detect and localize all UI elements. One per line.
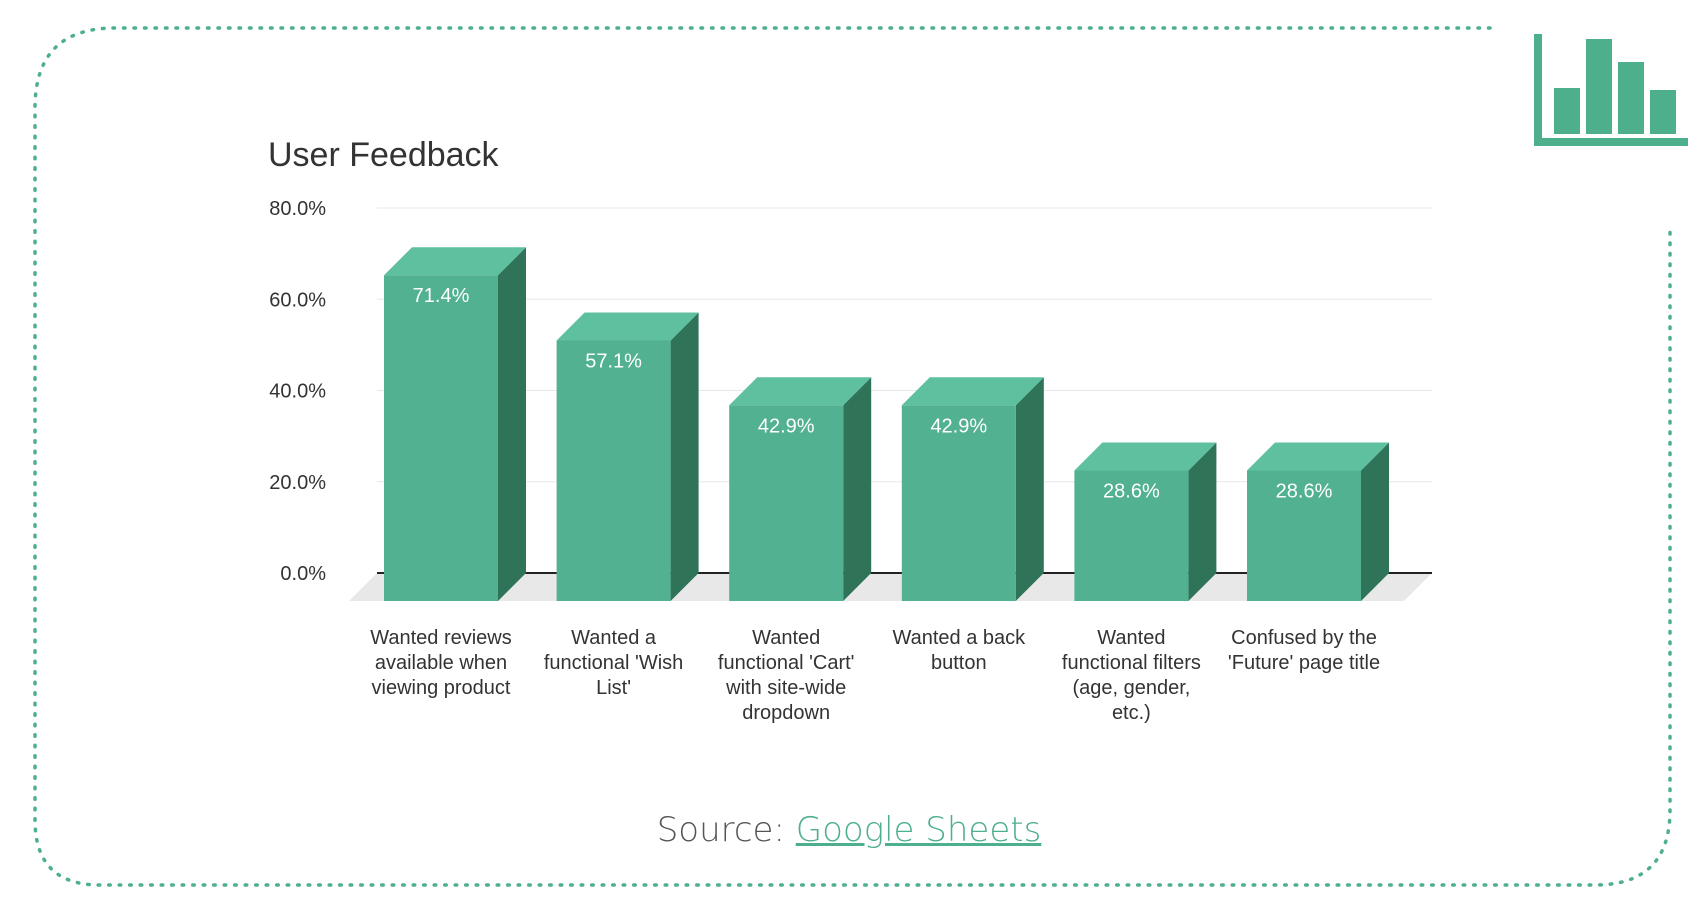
bar: 28.6% [1247,442,1389,601]
x-tick-label: Wanted a back button [892,627,1026,674]
bar-top [729,377,872,406]
x-tick-label-line: viewing product [372,677,511,699]
bar-front [901,405,1016,601]
bar-front [1074,470,1189,601]
x-tick-label-line: button [931,652,987,674]
x-tick-label: Wanted functional 'Cart' with site-wide dro… [718,627,855,724]
x-tick-label-line: functional 'Wish [544,652,683,674]
bar: 42.9% [901,377,1044,601]
x-tick-label-line: Wanted reviews [370,627,512,649]
data-label: 42.9% [758,415,815,437]
source-prefix: Source: [656,810,796,850]
bar-front [384,275,498,601]
bar-side [1188,442,1217,601]
bar: 57.1% [556,312,699,601]
bar-top [384,247,526,276]
x-tick-label-line: Wanted [1097,627,1165,649]
google-sheets-link[interactable]: Google Sheets [795,810,1042,850]
x-tick-label-line: Wanted a [571,627,657,649]
bar: 42.9% [729,377,872,601]
bar-side [843,377,872,601]
x-tick-label: Wanted reviews available when viewing prod… [370,627,512,699]
x-tick-label-line: functional filters [1062,652,1201,674]
bar: 28.6% [1074,442,1217,601]
x-tick-label-line: available when [375,652,507,674]
x-tick-label: Wanted a functional 'Wish List' [544,627,683,699]
x-axis-labels: Wanted reviews available when viewing prod… [370,627,1380,724]
y-tick-label: 40.0% [269,381,326,403]
source-credit: Source: Google Sheets [0,810,1698,850]
x-tick-label-line: Confused by the [1231,627,1377,649]
bar-top [556,312,699,341]
x-tick-label-line: Wanted [752,627,820,649]
y-tick-label: 80.0% [269,198,326,220]
x-tick-label-line: 'Future' page title [1228,652,1380,674]
x-tick-label: Wanted functional filters (age, gender, etc… [1062,627,1201,724]
bar-chart-icon [1534,34,1688,146]
data-label: 71.4% [413,285,470,307]
bar-top [901,377,1044,406]
x-tick-label-line: Wanted a back [892,627,1026,649]
x-tick-label-line: (age, gender, [1072,677,1190,699]
bar-side [498,247,526,602]
x-tick-label-line: List' [596,677,631,699]
y-tick-label: 20.0% [269,472,326,494]
bar-top [1074,442,1217,471]
bar-front [729,405,844,601]
x-tick-label-line: functional 'Cart' [718,652,855,674]
x-tick-label-line: dropdown [742,702,830,724]
bar-front [556,340,671,601]
y-tick-label: 60.0% [269,289,326,311]
bars: 71.4% 57.1% 42.9% 42.9% 28.6% 28.6% [384,247,1389,602]
data-label: 28.6% [1103,481,1160,503]
chart-title: User Feedback [268,136,500,174]
x-tick-label-line: etc.) [1112,702,1151,724]
bar-side [1361,442,1389,601]
bar-side [670,312,699,601]
data-label: 42.9% [930,415,987,437]
x-tick-label-line: with site-wide [725,677,846,699]
data-label: 57.1% [585,350,642,372]
bar: 71.4% [384,247,526,602]
bar-top [1247,442,1389,471]
data-label: 28.6% [1276,481,1333,503]
y-tick-label: 0.0% [280,563,326,585]
bar-side [1015,377,1044,601]
bar-front [1247,470,1361,601]
x-tick-label: Confused by the 'Future' page title [1228,627,1380,674]
